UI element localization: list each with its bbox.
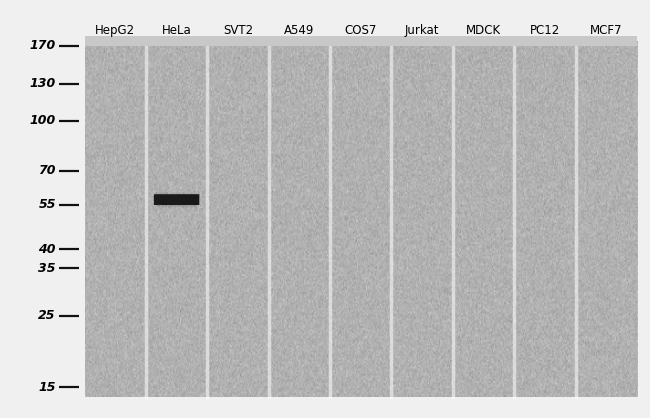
- FancyBboxPatch shape: [154, 194, 200, 205]
- Text: 100: 100: [30, 114, 56, 127]
- FancyBboxPatch shape: [156, 201, 197, 207]
- FancyBboxPatch shape: [156, 196, 197, 201]
- Text: 70: 70: [38, 164, 56, 177]
- FancyBboxPatch shape: [156, 200, 197, 206]
- Text: HepG2: HepG2: [95, 24, 135, 37]
- Text: COS7: COS7: [344, 24, 377, 37]
- Text: A549: A549: [284, 24, 315, 37]
- Text: MDCK: MDCK: [466, 24, 501, 37]
- Text: 15: 15: [38, 381, 56, 394]
- Bar: [84, 42, 637, 397]
- Text: 35: 35: [38, 262, 56, 275]
- Text: 25: 25: [38, 309, 56, 322]
- Bar: [84, 36, 637, 46]
- FancyBboxPatch shape: [156, 196, 197, 202]
- Text: PC12: PC12: [530, 24, 560, 37]
- Text: 55: 55: [38, 198, 56, 211]
- Text: 130: 130: [30, 77, 56, 90]
- Text: SVT2: SVT2: [223, 24, 253, 37]
- Text: MCF7: MCF7: [590, 24, 623, 37]
- Text: HeLa: HeLa: [162, 24, 192, 37]
- Text: Jurkat: Jurkat: [405, 24, 439, 37]
- Text: 40: 40: [38, 243, 56, 256]
- Text: 170: 170: [30, 39, 56, 52]
- FancyBboxPatch shape: [156, 194, 197, 200]
- FancyBboxPatch shape: [156, 194, 197, 199]
- FancyBboxPatch shape: [156, 199, 197, 205]
- FancyBboxPatch shape: [156, 198, 197, 204]
